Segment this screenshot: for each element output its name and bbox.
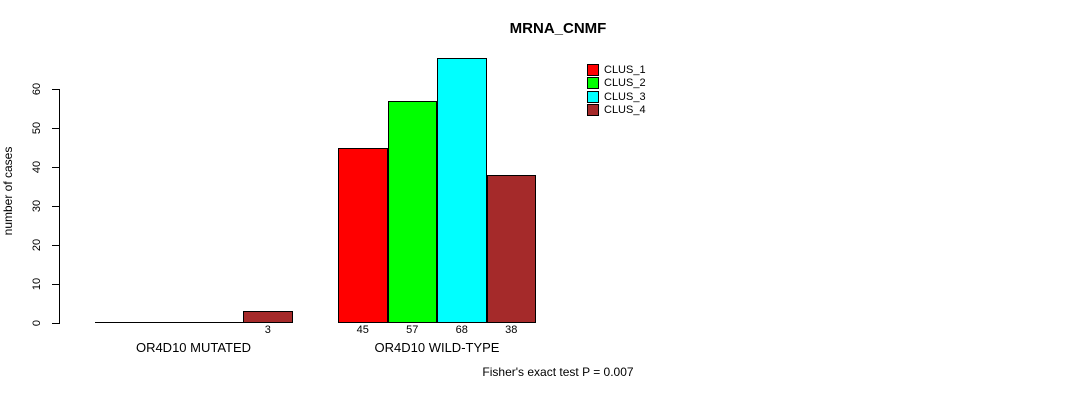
bar-value-label: 38 [505, 324, 518, 336]
y-axis-tick [52, 284, 59, 285]
x-group-label: OR4D10 MUTATED [135, 340, 252, 355]
bar [486, 174, 536, 323]
legend-swatch-clus_1 [587, 63, 599, 76]
bar-value-label: 3 [264, 324, 271, 336]
legend-label: CLUS_2 [604, 77, 646, 89]
bar-value-label: 57 [406, 324, 419, 336]
y-axis-tick-label: 60 [31, 82, 43, 96]
bar-value-label: 45 [356, 324, 369, 336]
y-axis-tick [52, 206, 59, 207]
bar [437, 57, 487, 323]
zero-height-bar [94, 322, 144, 323]
y-axis-tick [52, 89, 59, 90]
legend-swatch-clus_4 [587, 104, 599, 116]
y-axis-tick [52, 167, 59, 168]
legend-row: CLUS_1 [587, 63, 646, 76]
bar [243, 311, 293, 323]
legend-label: CLUS_4 [604, 104, 646, 116]
annotation-text: Fisher's exact test P = 0.007 [482, 365, 634, 379]
bar-value-label: 68 [455, 324, 468, 336]
zero-height-bar [193, 322, 243, 323]
y-axis-tick-label: 50 [31, 121, 43, 135]
y-axis-label: number of cases [1, 146, 15, 236]
legend-swatch-clus_3 [587, 90, 599, 103]
zero-height-bar [144, 322, 194, 323]
legend-row: CLUS_4 [587, 104, 646, 116]
y-axis-tick-label: 0 [31, 319, 43, 327]
y-axis-tick-label: 10 [31, 277, 43, 291]
chart-title: MRNA_CNMF [509, 20, 607, 37]
y-axis-tick [52, 245, 59, 246]
y-axis-tick [52, 323, 59, 324]
y-axis-tick-label: 40 [31, 160, 43, 174]
legend-label: CLUS_1 [604, 63, 646, 76]
bar [338, 147, 388, 323]
legend-swatch-clus_2 [587, 77, 599, 89]
x-group-label: OR4D10 WILD-TYPE [374, 340, 500, 355]
legend-row: CLUS_3 [587, 90, 646, 103]
legend-row: CLUS_2 [587, 77, 646, 89]
bar [387, 100, 437, 323]
y-axis-line [59, 89, 60, 324]
y-axis-tick [52, 128, 59, 129]
y-axis-tick-label: 20 [31, 238, 43, 252]
legend-label: CLUS_3 [604, 90, 646, 103]
y-axis-tick-label: 30 [31, 199, 43, 213]
